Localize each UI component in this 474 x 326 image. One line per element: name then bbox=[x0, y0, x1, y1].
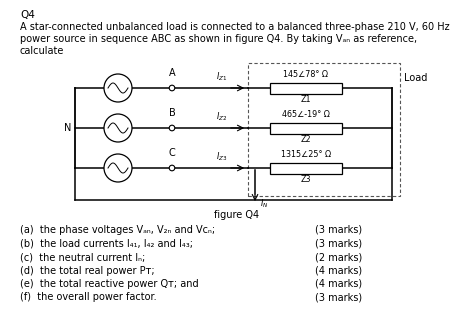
Text: (4 marks): (4 marks) bbox=[315, 265, 362, 275]
Text: (2 marks): (2 marks) bbox=[315, 252, 362, 262]
Text: $I_{Z3}$: $I_{Z3}$ bbox=[216, 151, 228, 163]
Text: (c)  the neutral current Iₙ;: (c) the neutral current Iₙ; bbox=[20, 252, 145, 262]
Text: 145∠78° Ω: 145∠78° Ω bbox=[283, 70, 328, 79]
Circle shape bbox=[169, 125, 175, 131]
Bar bbox=[270, 123, 342, 134]
Circle shape bbox=[169, 85, 175, 91]
Text: figure Q4: figure Q4 bbox=[214, 210, 260, 220]
Text: A star-connected unbalanced load is connected to a balanced three-phase 210 V, 6: A star-connected unbalanced load is conn… bbox=[20, 22, 450, 32]
Bar bbox=[248, 63, 400, 196]
Text: Load: Load bbox=[404, 73, 428, 83]
Bar bbox=[270, 82, 342, 94]
Text: (3 marks): (3 marks) bbox=[315, 292, 362, 303]
Text: (a)  the phase voltages Vₐₙ, V₂ₙ and Vᴄₙ;: (a) the phase voltages Vₐₙ, V₂ₙ and Vᴄₙ; bbox=[20, 225, 215, 235]
Text: (d)  the total real power Pᴛ;: (d) the total real power Pᴛ; bbox=[20, 265, 155, 275]
Text: (f)  the overall power factor.: (f) the overall power factor. bbox=[20, 292, 156, 303]
Text: A: A bbox=[169, 68, 175, 78]
Text: $I_{Z1}$: $I_{Z1}$ bbox=[216, 70, 228, 83]
Circle shape bbox=[104, 154, 132, 182]
Circle shape bbox=[169, 165, 175, 171]
Text: Z1: Z1 bbox=[301, 95, 311, 103]
Text: power source in sequence ABC as shown in figure Q4. By taking Vₐₙ as reference,: power source in sequence ABC as shown in… bbox=[20, 34, 417, 44]
Text: 465∠-19° Ω: 465∠-19° Ω bbox=[282, 110, 330, 119]
Circle shape bbox=[104, 74, 132, 102]
Text: $I_{Z2}$: $I_{Z2}$ bbox=[217, 111, 228, 123]
Text: (b)  the load currents I₄₁, I₄₂ and I₄₃;: (b) the load currents I₄₁, I₄₂ and I₄₃; bbox=[20, 239, 193, 248]
Text: Q4: Q4 bbox=[20, 10, 35, 20]
Text: Z2: Z2 bbox=[301, 135, 311, 143]
Text: $I_N$: $I_N$ bbox=[260, 198, 268, 210]
Text: (e)  the total reactive power Qᴛ; and: (e) the total reactive power Qᴛ; and bbox=[20, 279, 199, 289]
Text: (3 marks): (3 marks) bbox=[315, 239, 362, 248]
Text: (3 marks): (3 marks) bbox=[315, 225, 362, 235]
Text: Z3: Z3 bbox=[301, 174, 311, 184]
Bar bbox=[270, 162, 342, 173]
Circle shape bbox=[104, 114, 132, 142]
Text: (4 marks): (4 marks) bbox=[315, 279, 362, 289]
Text: 1315∠25° Ω: 1315∠25° Ω bbox=[281, 150, 331, 159]
Text: calculate: calculate bbox=[20, 46, 64, 56]
Text: B: B bbox=[169, 108, 175, 118]
Text: N: N bbox=[64, 123, 71, 133]
Text: C: C bbox=[169, 148, 175, 158]
